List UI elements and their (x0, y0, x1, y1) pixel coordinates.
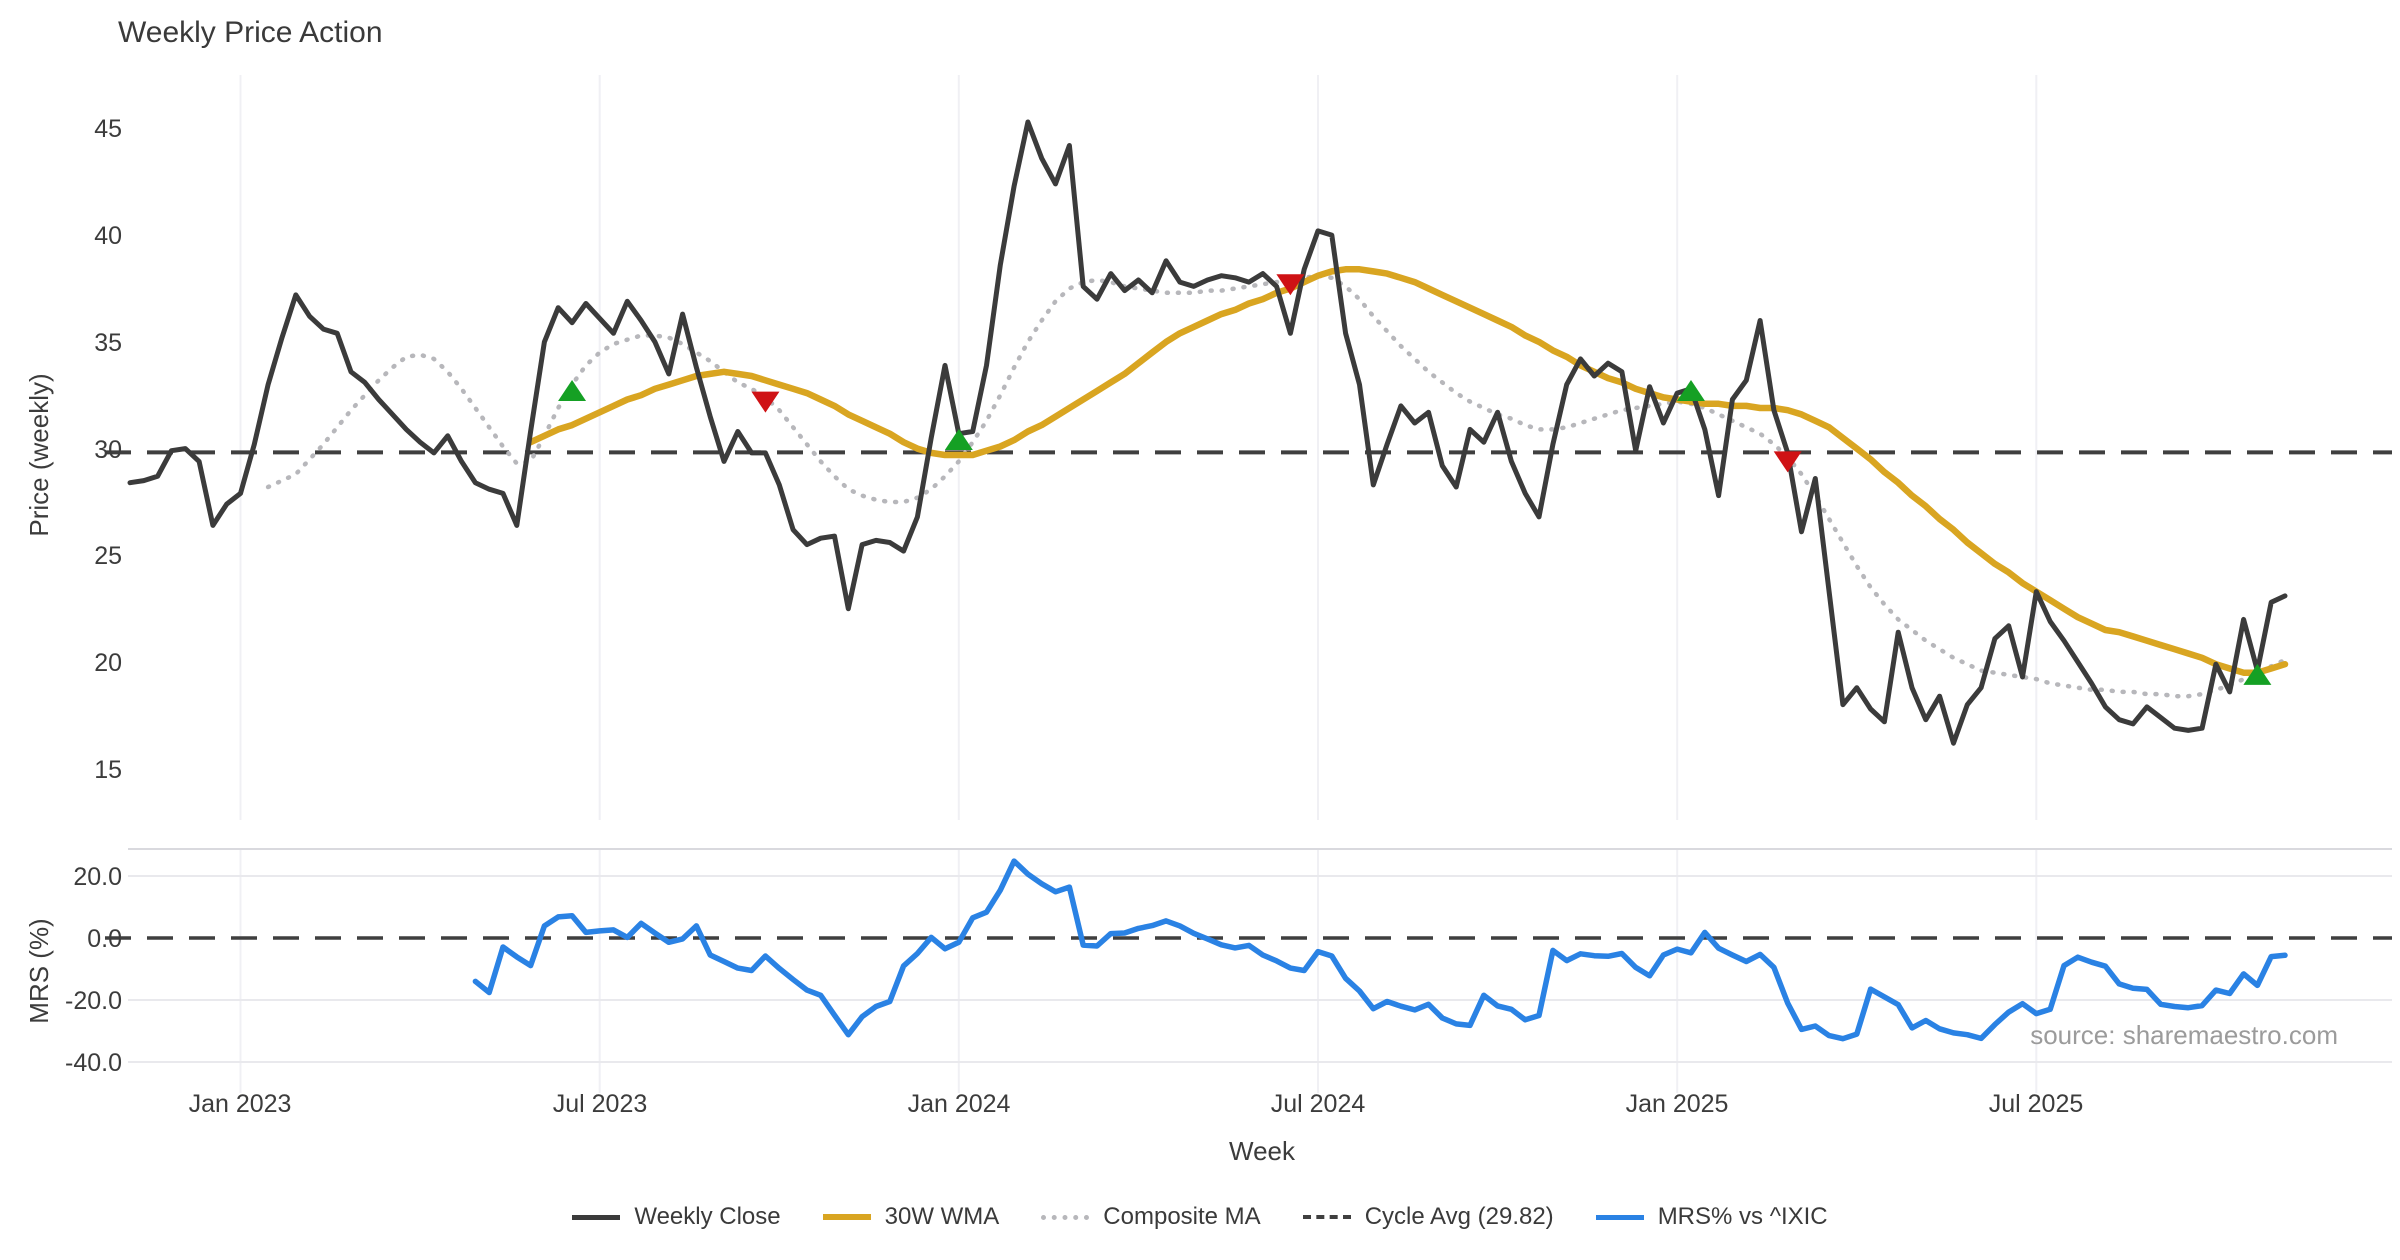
legend-item-cycle-avg: Cycle Avg (29.82) (1302, 1203, 1554, 1231)
legend-item-30w-wma: 30W WMA (822, 1203, 1000, 1231)
mrs-tick-0: 0.0 (87, 925, 122, 953)
legend-item-weekly-close: Weekly Close (572, 1203, 781, 1231)
legend-item-composite-ma: Composite MA (1041, 1203, 1261, 1231)
cycle-avg-line-swatch (1302, 1215, 1351, 1219)
price-axis-title: Price (weekly) (24, 373, 54, 536)
x-tick-jan-2023: Jan 2023 (189, 1090, 292, 1118)
price-tick-15: 15 (94, 756, 122, 784)
x-axis-title: Week (1229, 1136, 1296, 1166)
sell-marker (751, 391, 780, 413)
legend-item-mrs: MRS% vs ^IXIC (1595, 1203, 1828, 1231)
mrs-line (472, 858, 2288, 1042)
weekly-close-line (127, 119, 2288, 746)
price-tick-45: 45 (94, 115, 122, 143)
price-tick-20: 20 (94, 649, 122, 677)
legend-label: Weekly Close (634, 1203, 781, 1230)
wma-line-swatch (822, 1214, 871, 1220)
composite-ma-line-swatch (1041, 1214, 1090, 1220)
buy-marker (2243, 663, 2272, 685)
mrs-line-swatch (1595, 1214, 1644, 1220)
wma-line (527, 266, 2289, 676)
x-tick-jul-2023: Jul 2023 (553, 1090, 648, 1118)
price-tick-40: 40 (94, 222, 122, 250)
watermark: source: sharemaestro.com (2030, 1020, 2338, 1050)
series-lines (105, 119, 2392, 1042)
x-tick-jan-2024: Jan 2024 (908, 1090, 1011, 1118)
chart-title: Weekly Price Action (118, 16, 383, 49)
price-tick-35: 35 (94, 329, 122, 357)
sell-marker (1773, 451, 1802, 473)
mrs-tick--40: -40.0 (65, 1049, 122, 1077)
signal-markers (558, 274, 2272, 685)
mrs-axis-title: MRS (%) (24, 918, 54, 1023)
composite-ma-line (265, 273, 2288, 699)
buy-marker (1676, 379, 1705, 401)
x-tick-jul-2024: Jul 2024 (1271, 1090, 1366, 1118)
gridlines (128, 75, 2392, 1093)
legend-label: MRS% vs ^IXIC (1657, 1203, 1828, 1230)
mrs-tick-20: 20.0 (73, 863, 122, 891)
price-tick-30: 30 (94, 436, 122, 464)
buy-marker (944, 429, 973, 451)
x-tick-jul-2025: Jul 2025 (1989, 1090, 2084, 1118)
legend-label: 30W WMA (884, 1203, 1000, 1230)
legend-label: Cycle Avg (29.82) (1364, 1203, 1554, 1230)
buy-marker (558, 379, 587, 401)
x-tick-jan-2025: Jan 2025 (1626, 1090, 1729, 1118)
weekly-close-line-swatch (572, 1214, 621, 1220)
price-tick-25: 25 (94, 542, 122, 570)
mrs-tick--20: -20.0 (65, 987, 122, 1015)
legend-label: Composite MA (1103, 1203, 1261, 1230)
legend: Weekly Close 30W WMA Composite MA Cycle … (0, 1203, 2400, 1231)
sell-marker (1276, 274, 1305, 296)
